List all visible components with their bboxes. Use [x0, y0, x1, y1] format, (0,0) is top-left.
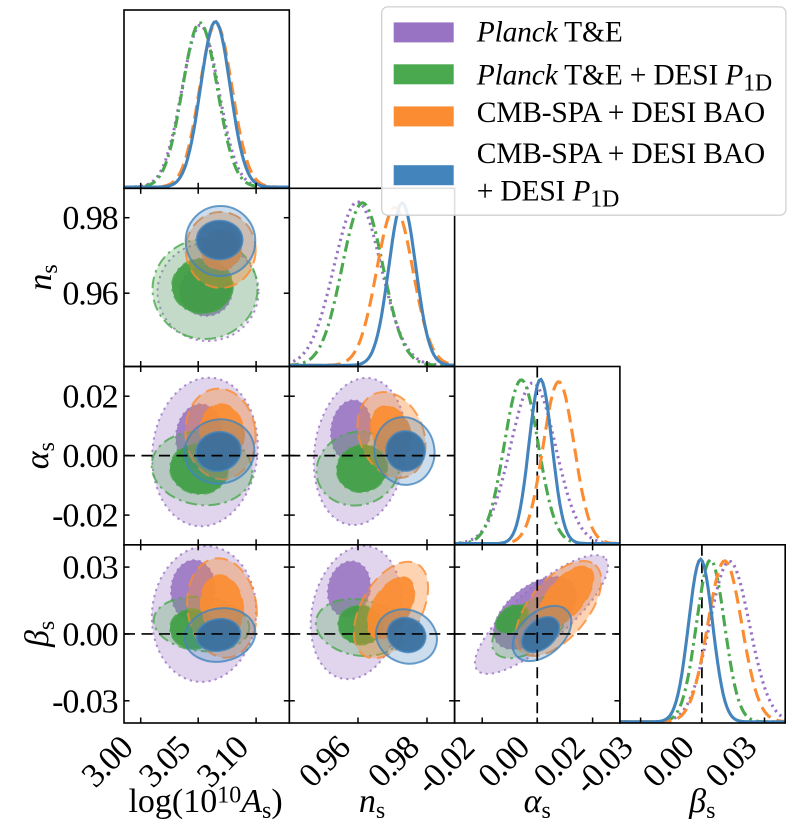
svg-text:αs: αs: [19, 442, 60, 469]
svg-text:CMB-SPA + DESI BAO: CMB-SPA + DESI BAO: [477, 97, 765, 129]
svg-text:βs: βs: [19, 621, 60, 648]
svg-text:Planck T&E + DESI P1D: Planck T&E + DESI P1D: [476, 60, 772, 97]
svg-text:0.00: 0.00: [62, 617, 117, 654]
svg-text:-0.02: -0.02: [52, 498, 117, 535]
svg-text:0.03: 0.03: [62, 550, 117, 587]
svg-text:log(1010As): log(1010As): [128, 783, 282, 825]
svg-text:0.98: 0.98: [62, 200, 117, 237]
svg-text:0.02: 0.02: [62, 379, 117, 416]
svg-text:0.00: 0.00: [62, 438, 117, 475]
svg-text:ns: ns: [22, 264, 63, 290]
svg-text:CMB-SPA + DESI BAO: CMB-SPA + DESI BAO: [477, 138, 765, 170]
svg-text:0.96: 0.96: [62, 276, 117, 313]
svg-text:-0.03: -0.03: [52, 683, 117, 720]
svg-text:αs: αs: [524, 783, 551, 824]
svg-text:ns: ns: [359, 783, 385, 824]
svg-text:Planck T&E: Planck T&E: [476, 17, 623, 49]
svg-text:βs: βs: [688, 783, 715, 824]
